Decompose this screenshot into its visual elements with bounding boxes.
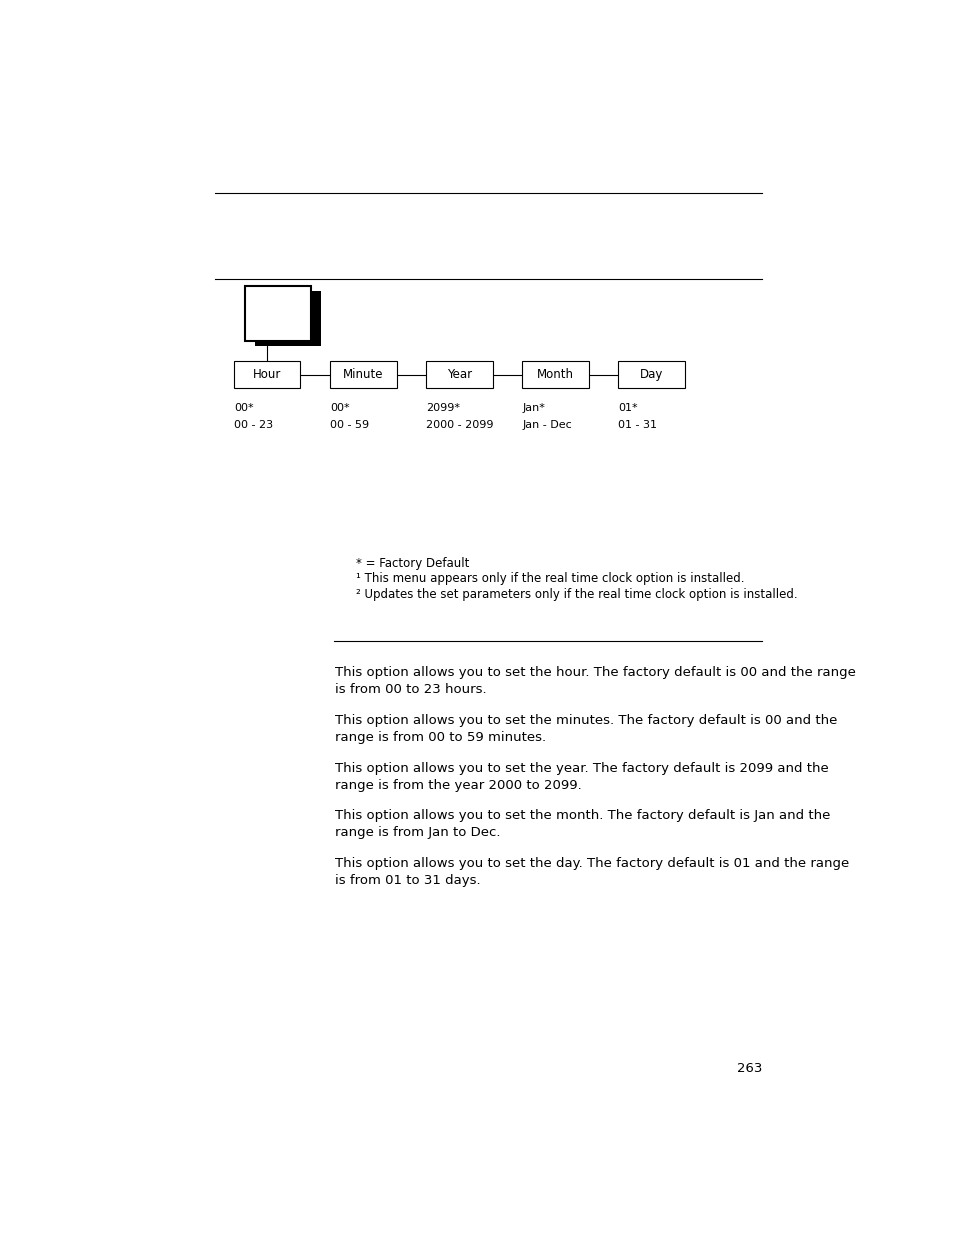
Text: 00*: 00*: [233, 403, 253, 412]
Text: Day: Day: [639, 368, 662, 382]
Text: 00 - 59: 00 - 59: [330, 420, 369, 430]
Text: 00 - 23: 00 - 23: [233, 420, 273, 430]
FancyBboxPatch shape: [426, 361, 492, 388]
Text: ¹ This menu appears only if the real time clock option is installed.: ¹ This menu appears only if the real tim…: [355, 572, 743, 585]
Text: ² Updates the set parameters only if the real time clock option is installed.: ² Updates the set parameters only if the…: [355, 588, 797, 600]
Text: 01 - 31: 01 - 31: [618, 420, 657, 430]
FancyBboxPatch shape: [254, 291, 321, 346]
FancyBboxPatch shape: [521, 361, 588, 388]
Text: This option allows you to set the minutes. The factory default is 00 and the
ran: This option allows you to set the minute…: [335, 714, 837, 743]
Text: Hour: Hour: [253, 368, 281, 382]
FancyBboxPatch shape: [618, 361, 684, 388]
Text: Jan*: Jan*: [521, 403, 544, 412]
Text: This option allows you to set the day. The factory default is 01 and the range
i: This option allows you to set the day. T…: [335, 857, 848, 887]
Text: Minute: Minute: [343, 368, 383, 382]
FancyBboxPatch shape: [330, 361, 396, 388]
Text: * = Factory Default: * = Factory Default: [355, 557, 469, 571]
Text: This option allows you to set the month. The factory default is Jan and the
rang: This option allows you to set the month.…: [335, 809, 830, 839]
FancyBboxPatch shape: [245, 287, 311, 341]
FancyBboxPatch shape: [233, 361, 300, 388]
Text: This option allows you to set the year. The factory default is 2099 and the
rang: This option allows you to set the year. …: [335, 762, 828, 792]
Text: 2099*: 2099*: [426, 403, 459, 412]
Text: 263: 263: [737, 1062, 761, 1076]
Text: Jan - Dec: Jan - Dec: [521, 420, 572, 430]
Text: 01*: 01*: [618, 403, 638, 412]
Text: This option allows you to set the hour. The factory default is 00 and the range
: This option allows you to set the hour. …: [335, 667, 855, 697]
Text: 2000 - 2099: 2000 - 2099: [426, 420, 493, 430]
Text: Month: Month: [537, 368, 574, 382]
Text: 00*: 00*: [330, 403, 349, 412]
Text: Year: Year: [446, 368, 472, 382]
